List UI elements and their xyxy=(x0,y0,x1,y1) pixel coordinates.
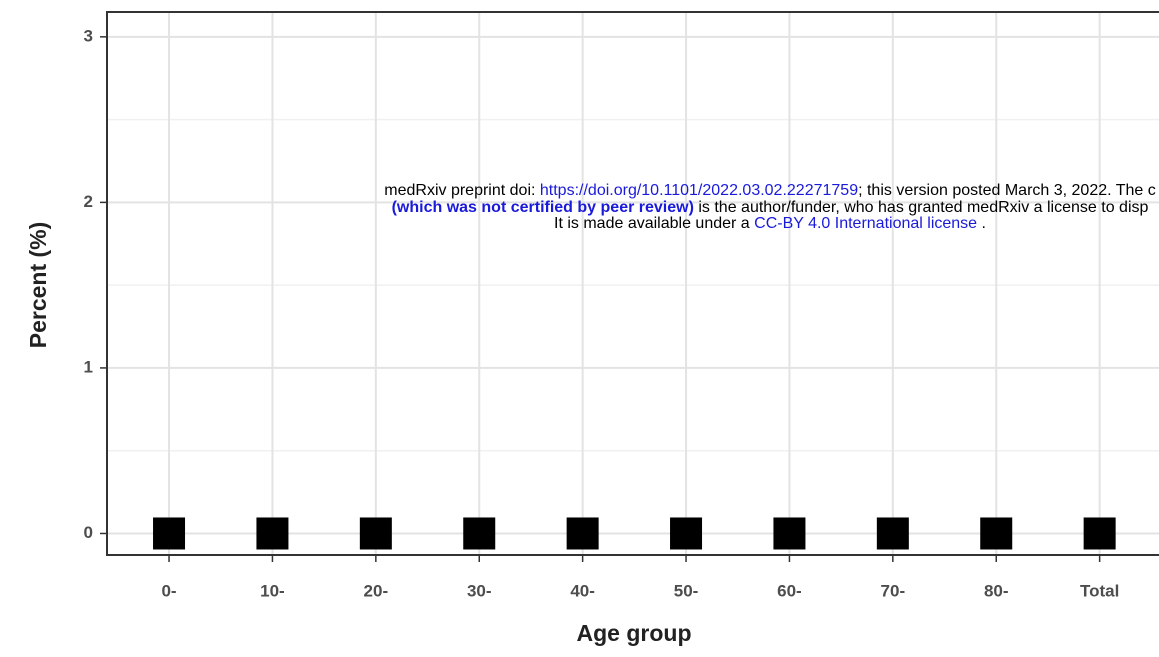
y-tick-label: 1 xyxy=(84,357,93,376)
annotation-text: It is made available under a xyxy=(554,215,754,232)
x-tick-label: 10- xyxy=(260,581,285,600)
x-tick-label: 0- xyxy=(161,581,176,600)
x-tick-label: 40- xyxy=(570,581,595,600)
annotation-link: (which was not certified by peer review) xyxy=(392,199,694,216)
point xyxy=(980,517,1013,550)
point xyxy=(463,517,496,550)
annotation-link: CC-BY 4.0 International license xyxy=(754,215,977,232)
x-tick-label: 20- xyxy=(364,581,389,600)
point xyxy=(153,517,186,550)
point xyxy=(1083,517,1116,550)
annotation-line: It is made available under a CC-BY 4.0 I… xyxy=(554,215,986,232)
annotation-line: medRxiv preprint doi: https://doi.org/10… xyxy=(384,182,1155,199)
y-tick-label: 2 xyxy=(84,192,93,211)
annotation-text: . xyxy=(977,215,986,232)
x-tick-label: 50- xyxy=(674,581,699,600)
point xyxy=(359,517,392,550)
x-axis-title: Age group xyxy=(577,620,692,646)
x-tick-label: 80- xyxy=(984,581,1009,600)
panel-border xyxy=(106,11,1159,556)
panel xyxy=(107,12,1159,555)
annotation-text: medRxiv preprint doi: xyxy=(384,182,540,199)
point xyxy=(773,517,806,550)
point xyxy=(256,517,289,550)
x-tick-label: Total xyxy=(1080,581,1119,600)
point xyxy=(670,517,703,550)
annotation-text: is the author/funder, who has granted me… xyxy=(694,199,1149,216)
y-tick-label: 0 xyxy=(84,523,93,542)
annotation-line: (which was not certified by peer review)… xyxy=(392,199,1149,216)
annotation-text: ; this version posted March 3, 2022. The… xyxy=(858,182,1156,199)
y-axis-title: Percent (%) xyxy=(25,222,51,349)
annotation-link: https://doi.org/10.1101/2022.03.02.22271… xyxy=(540,182,858,199)
point xyxy=(876,517,909,550)
x-tick-label: 30- xyxy=(467,581,492,600)
point xyxy=(566,517,599,550)
x-tick-label: 60- xyxy=(777,581,802,600)
y-tick-label: 3 xyxy=(84,26,93,45)
x-tick-label: 70- xyxy=(881,581,906,600)
